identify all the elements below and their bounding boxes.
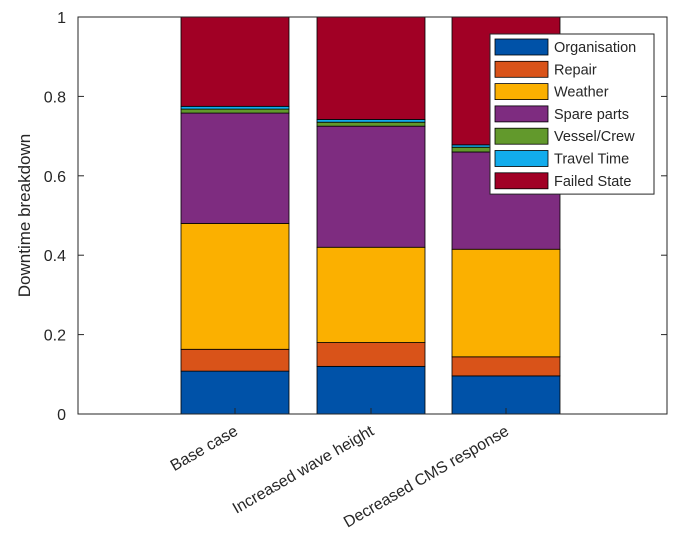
bar-segment-travel-time-2 xyxy=(316,119,426,123)
bar-segment-failed-state-1 xyxy=(180,16,290,107)
bar-segment-organisation-1 xyxy=(180,370,290,415)
bar-segment-weather-1 xyxy=(180,223,290,350)
legend-swatch xyxy=(494,38,549,56)
legend-swatch xyxy=(494,60,549,78)
x-tick-label: Base case xyxy=(168,423,241,475)
legend: Organisation Repair Weather Spare parts Vess… xyxy=(489,33,655,195)
legend-label: Repair xyxy=(554,62,597,78)
bar-segment-travel-time-1 xyxy=(180,105,290,110)
legend-swatch xyxy=(494,150,549,167)
legend-label: Vessel/Crew xyxy=(554,129,635,145)
bar-segment-weather-3 xyxy=(451,248,561,358)
y-tick-label: 1 xyxy=(57,10,66,27)
y-tick-label: 0.2 xyxy=(44,328,66,345)
legend-label: Spare parts xyxy=(554,107,629,123)
bar-segment-vessel-crew-2 xyxy=(316,121,426,127)
bar-segment-repair-1 xyxy=(180,348,290,372)
y-tick-label: 0 xyxy=(57,407,66,424)
bar-segment-organisation-2 xyxy=(316,365,426,415)
bar-segment-spare-parts-1 xyxy=(180,112,290,224)
x-tick-label: Increased wave height xyxy=(230,422,378,517)
y-axis-label: Downtime breakdown xyxy=(15,134,34,297)
legend-label: Failed State xyxy=(554,174,631,190)
bar-segment-vessel-crew-1 xyxy=(180,108,290,114)
legend-swatch xyxy=(494,172,549,190)
y-tick-label: 0.8 xyxy=(44,89,66,106)
legend-label: Organisation xyxy=(554,40,636,56)
legend-label: Travel Time xyxy=(554,152,629,168)
legend-label: Weather xyxy=(554,85,609,101)
y-axis: 0 0.2 0.4 0.6 0.8 1 xyxy=(44,10,667,424)
bar-segment-repair-2 xyxy=(316,342,426,367)
legend-swatch xyxy=(494,127,549,145)
legend-swatch xyxy=(494,83,549,100)
axes-box xyxy=(77,16,668,415)
y-tick-label: 0.4 xyxy=(44,248,66,265)
bar-segment-organisation-3 xyxy=(451,375,561,415)
bar-segment-weather-2 xyxy=(316,246,426,343)
legend-swatch xyxy=(494,105,549,123)
bar-segment-repair-3 xyxy=(451,356,561,377)
bar-segment-failed-state-2 xyxy=(316,16,426,120)
y-tick-label: 0.6 xyxy=(44,169,66,186)
bar-segment-spare-parts-2 xyxy=(316,125,426,248)
